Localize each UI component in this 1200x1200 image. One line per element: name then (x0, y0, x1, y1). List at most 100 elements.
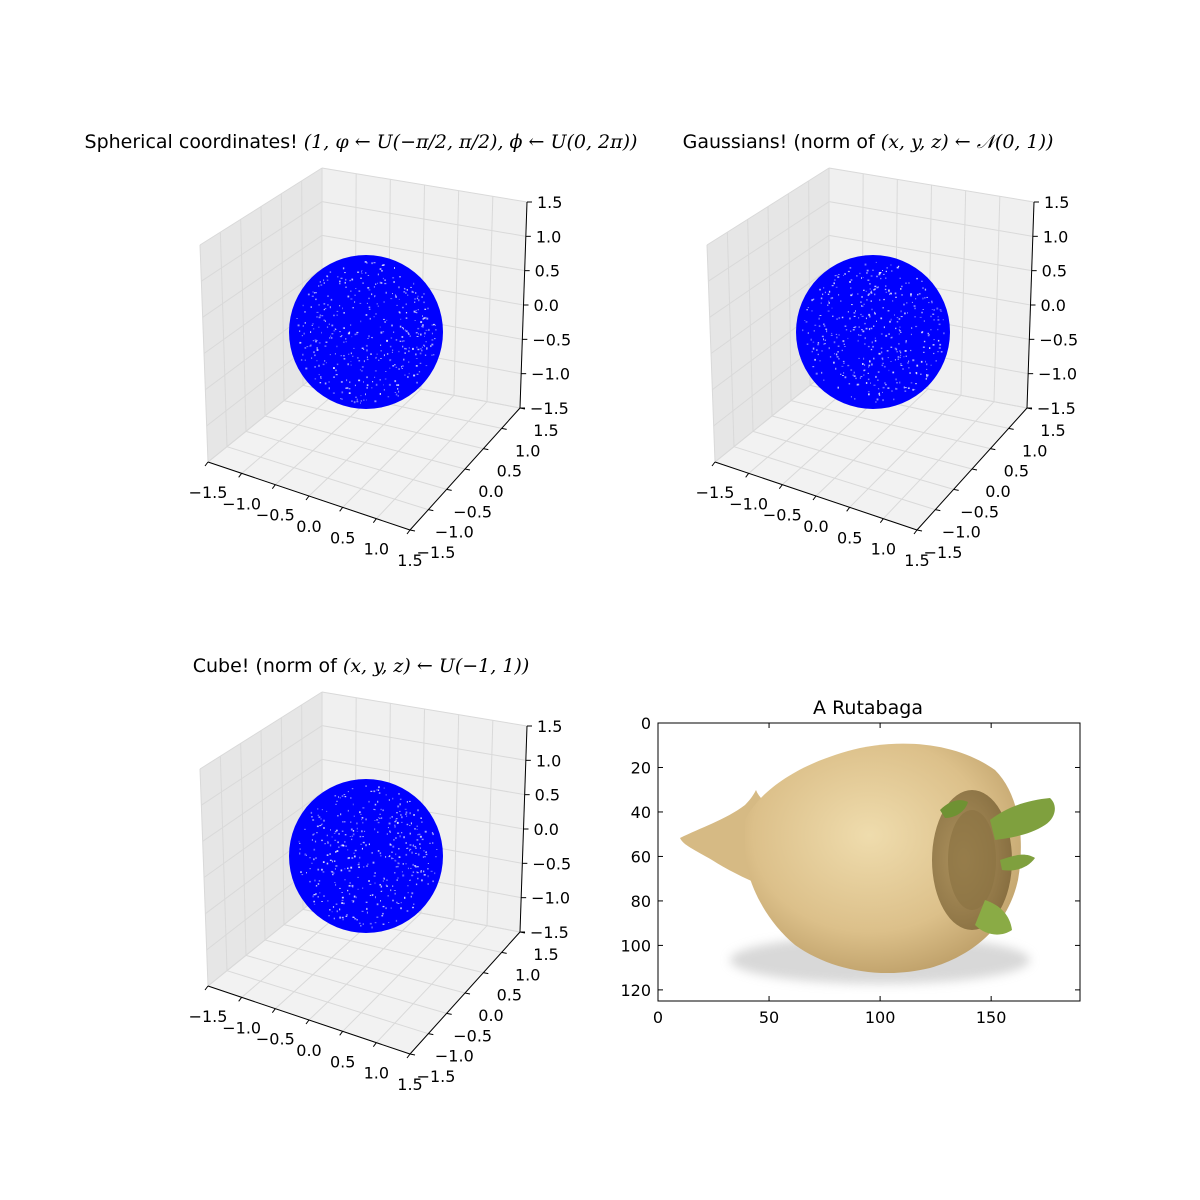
y-tick-label: 1.0 (1022, 441, 1047, 460)
scatter3d-spherical: −1.5−1.0−0.50.00.51.01.5−1.5−1.0−0.50.00… (189, 167, 571, 570)
x-tick-label: 0.0 (296, 517, 321, 536)
y-tick-label: 1.5 (533, 421, 558, 440)
y-tick-label: −1.0 (942, 523, 981, 542)
z-tick-label: −0.5 (532, 330, 571, 349)
subplot-2-title: Gaussians! (norm of (x, y, z) ← 𝒩(0, 1)) (683, 131, 1054, 153)
z-axis-ticks: −1.5 −1.0 −0.5 0.0 0.5 1.0 1.5 (520, 193, 571, 418)
y-tick-label: 0.5 (497, 462, 522, 481)
image-x-tick-label: 150 (976, 1008, 1007, 1027)
z-tick-label: 1.5 (537, 717, 562, 736)
image-y-tick-label: 20 (631, 758, 651, 777)
y-axis-ticks: −1.5−1.0 −0.50.00.5 1.01.5 (916, 407, 1066, 562)
y-tick-label: 1.0 (515, 441, 540, 460)
x-tick-label: 1.0 (871, 540, 896, 559)
z-tick-label: 0.5 (1042, 262, 1067, 281)
x-tick-label: −0.5 (763, 506, 802, 525)
x-tick-label: −1.5 (189, 1007, 228, 1026)
scatter-points (289, 779, 443, 933)
z-tick-label: 0.0 (1041, 296, 1066, 315)
y-tick-label: −1.0 (435, 1047, 474, 1066)
z-tick-label: −1.5 (1037, 399, 1076, 418)
z-tick-label: 1.0 (536, 751, 561, 770)
scatter-texture (296, 261, 437, 404)
image-axes-frame (657, 722, 1081, 1002)
y-tick-label: 0.5 (497, 986, 522, 1005)
subplot-3-title: Cube! (norm of (x, y, z) ← U(−1, 1)) (193, 655, 530, 677)
x-tick-label: −0.5 (256, 1030, 295, 1049)
z-tick-label: −1.5 (530, 399, 569, 418)
x-tick-label: −1.0 (222, 1018, 261, 1037)
x-tick-label: 1.5 (397, 551, 422, 570)
z-tick-label: −0.5 (532, 854, 571, 873)
y-tick-label: 1.5 (533, 945, 558, 964)
scatter3d-gaussians: −1.5−1.0−0.50.00.51.01.5−1.5−1.0−0.50.00… (696, 167, 1078, 570)
scatter-points (289, 255, 443, 409)
subplot-4-title: A Rutabaga (813, 697, 923, 719)
z-tick-label: 1.5 (537, 193, 562, 212)
image-axes-ticks: 0 50 100 150 0 20 40 60 80 100 120 (620, 714, 1080, 1027)
z-tick-label: 0.0 (534, 296, 559, 315)
x-tick-label: 0.5 (330, 1052, 355, 1071)
x-tick-label: 0.0 (296, 1041, 321, 1060)
y-tick-label: −1.0 (435, 523, 474, 542)
image-x-tick-label: 100 (865, 1008, 896, 1027)
image-y-tick-label: 120 (620, 981, 651, 1000)
z-tick-label: 1.5 (1044, 193, 1069, 212)
y-axis-ticks: −1.5−1.0 −0.50.00.5 1.01.5 (409, 931, 559, 1086)
x-axis-ticks: −1.5−1.0−0.50.0 0.5 1.0 1.5 (189, 461, 423, 570)
z-axis-ticks: −1.5 −1.0 −0.5 0.0 0.5 1.0 1.5 (520, 717, 571, 942)
x-tick-label: 1.5 (397, 1075, 422, 1094)
x-tick-label: −1.0 (729, 494, 768, 513)
image-y-tick-label: 60 (631, 847, 651, 866)
scatter3d-cube: −1.5−1.0−0.50.00.51.01.5−1.5−1.0−0.50.00… (189, 691, 571, 1094)
x-tick-label: 1.0 (364, 540, 389, 559)
subplot-1-title: Spherical coordinates! (1, φ ← U(−π/2, π… (85, 131, 638, 153)
z-tick-label: −1.0 (1038, 365, 1077, 384)
x-axis-ticks: −1.5−1.0−0.50.0 0.5 1.0 1.5 (696, 461, 930, 570)
y-axis-ticks: −1.5−1.0 −0.50.00.5 1.01.5 (409, 407, 559, 562)
x-tick-label: 0.5 (330, 528, 355, 547)
x-tick-label: 1.5 (904, 551, 929, 570)
y-tick-label: 1.5 (1040, 421, 1065, 440)
z-tick-label: 1.0 (536, 227, 561, 246)
image-y-tick-label: 80 (631, 892, 651, 911)
x-tick-label: −1.0 (222, 494, 261, 513)
x-tick-label: −1.5 (189, 483, 228, 502)
x-tick-label: −1.5 (696, 483, 735, 502)
y-tick-label: −1.5 (417, 1067, 456, 1086)
y-tick-label: 0.5 (1004, 462, 1029, 481)
scatter-points (796, 255, 950, 409)
z-tick-label: −1.5 (530, 923, 569, 942)
x-tick-label: 0.5 (837, 528, 862, 547)
z-tick-label: 0.5 (535, 262, 560, 281)
image-axes-rutabaga: 0 50 100 150 0 20 40 60 80 100 120 (620, 714, 1081, 1027)
y-tick-label: 0.0 (985, 482, 1010, 501)
image-y-tick-label: 40 (631, 803, 651, 822)
image-x-tick-label: 0 (653, 1008, 663, 1027)
z-tick-label: 0.0 (534, 820, 559, 839)
image-y-tick-label: 0 (641, 714, 651, 733)
y-tick-label: 1.0 (515, 965, 540, 984)
z-tick-label: 1.0 (1043, 227, 1068, 246)
image-x-tick-label: 50 (759, 1008, 779, 1027)
z-tick-label: −1.0 (531, 889, 570, 908)
y-tick-label: −0.5 (453, 1026, 492, 1045)
z-axis-ticks: −1.5 −1.0 −0.5 0.0 0.5 1.0 1.5 (1027, 193, 1078, 418)
scatter-texture (298, 785, 438, 929)
z-tick-label: 0.5 (535, 786, 560, 805)
y-tick-label: 0.0 (478, 482, 503, 501)
z-tick-label: −1.0 (531, 365, 570, 384)
y-tick-label: −0.5 (453, 502, 492, 521)
rutabaga-image (658, 723, 1080, 1001)
y-tick-label: −1.5 (417, 543, 456, 562)
y-tick-label: 0.0 (478, 1006, 503, 1025)
y-tick-label: −1.5 (924, 543, 963, 562)
x-tick-label: 0.0 (803, 517, 828, 536)
x-tick-label: −0.5 (256, 506, 295, 525)
z-tick-label: −0.5 (1039, 330, 1078, 349)
x-tick-label: 1.0 (364, 1064, 389, 1083)
x-axis-ticks: −1.5−1.0−0.50.0 0.5 1.0 1.5 (189, 985, 423, 1094)
image-y-tick-label: 100 (620, 936, 651, 955)
scatter-texture (802, 261, 945, 403)
